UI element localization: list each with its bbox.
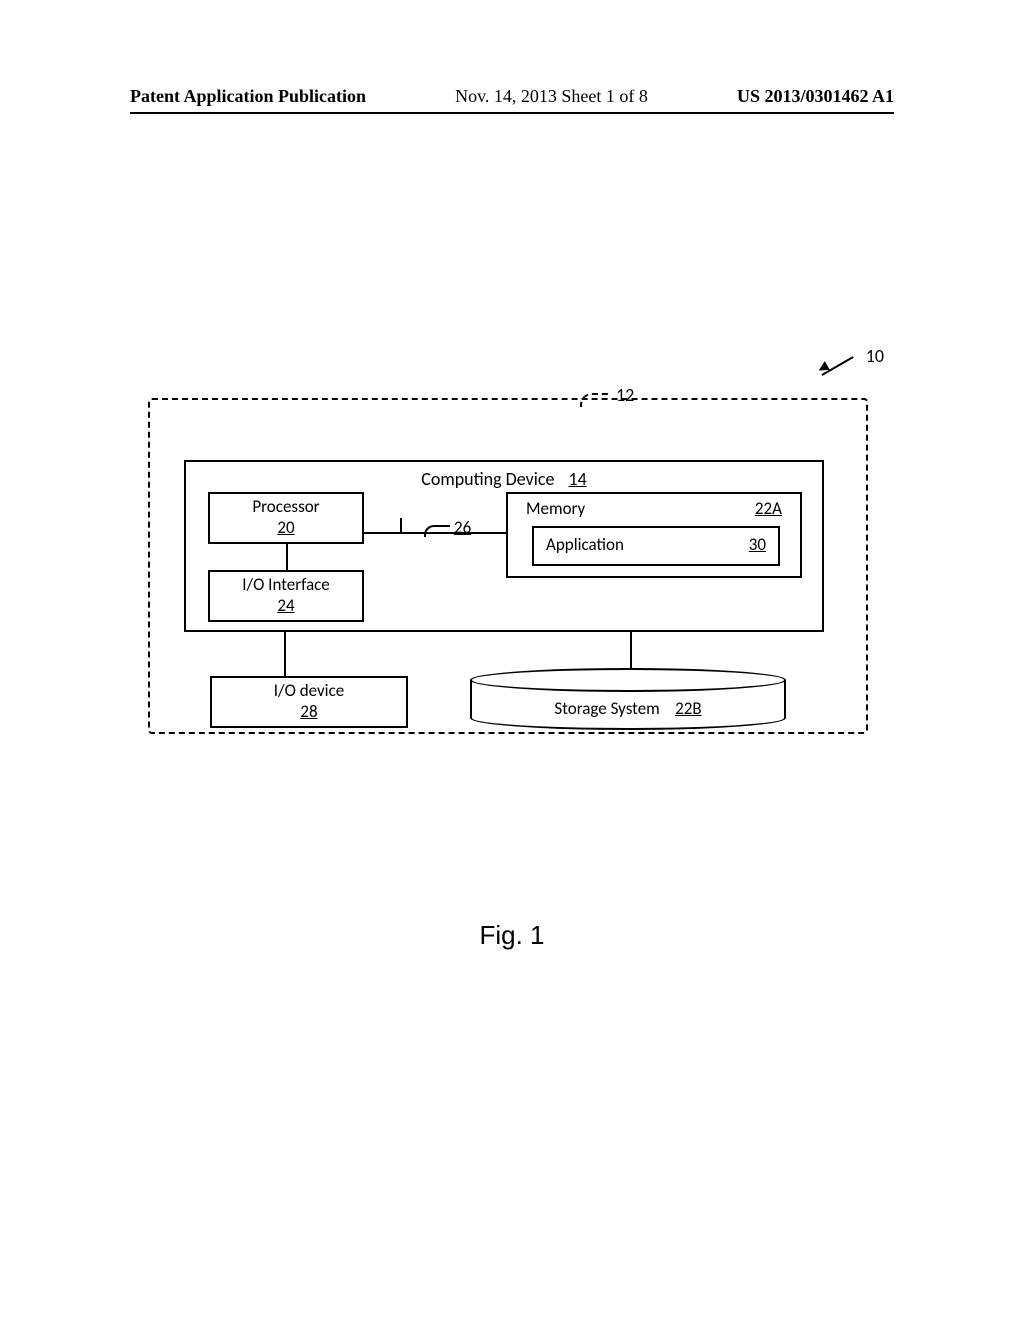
connector-iointf-iodev — [284, 632, 286, 676]
memory-label: Memory — [526, 498, 585, 519]
io-interface-box: I/O Interface 24 — [208, 570, 364, 622]
processor-label: Processor — [252, 496, 319, 517]
storage-cylinder: Storage System 22B — [470, 668, 786, 732]
computing-device-title: Computing Device 14 — [421, 468, 587, 490]
storage-text: Storage System 22B — [470, 698, 786, 719]
io-device-label: I/O device — [274, 680, 344, 701]
bus-stub-proc — [400, 518, 402, 532]
memory-box: Memory 22A Application 30 — [506, 492, 802, 578]
page-header: Patent Application Publication Nov. 14, … — [0, 86, 1024, 107]
application-box: Application 30 — [532, 526, 780, 566]
io-interface-ref: 24 — [277, 595, 294, 616]
connector-proc-iointf — [286, 544, 288, 570]
figure-caption: Fig. 1 — [0, 920, 1024, 951]
storage-ref: 22B — [675, 698, 701, 719]
processor-box: Processor 20 — [208, 492, 364, 544]
io-device-ref: 28 — [300, 701, 317, 722]
header-right: US 2013/0301462 A1 — [737, 86, 894, 107]
header-middle: Nov. 14, 2013 Sheet 1 of 8 — [455, 86, 648, 107]
io-device-box: I/O device 28 — [210, 676, 408, 728]
system-reference-arrow: 10 — [826, 345, 884, 367]
bus-ref-label: 26 — [454, 517, 471, 538]
environment-box: Computing Device 14 Processor 20 I/O Int… — [148, 398, 868, 734]
memory-ref: 22A — [755, 498, 782, 519]
application-label: Application — [546, 534, 624, 558]
application-ref: 30 — [749, 534, 766, 558]
storage-label: Storage System — [554, 698, 659, 719]
bus-ref-lead: 26 — [424, 517, 471, 538]
io-interface-label: I/O Interface — [242, 574, 330, 595]
computing-device-ref: 14 — [569, 468, 587, 490]
figure-diagram: 10 12 Computing Device 14 Processor 20 I… — [130, 350, 894, 750]
computing-device-box: Computing Device 14 Processor 20 I/O Int… — [184, 460, 824, 632]
header-left: Patent Application Publication — [130, 86, 366, 107]
header-rule — [130, 112, 894, 114]
processor-ref: 20 — [277, 517, 294, 538]
computing-device-label: Computing Device — [421, 468, 554, 490]
system-ref-label: 10 — [866, 345, 884, 367]
